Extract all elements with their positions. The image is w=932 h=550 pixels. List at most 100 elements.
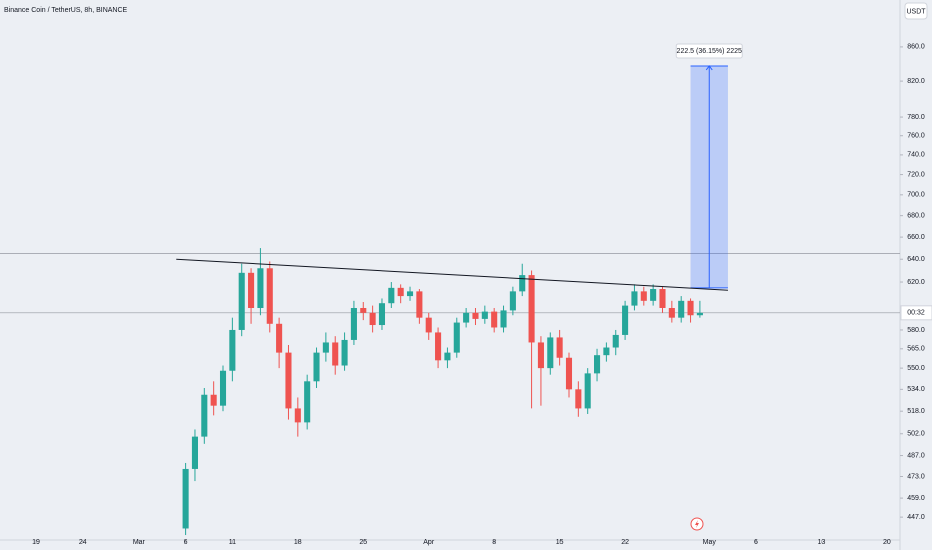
- measure-label: 222.5 (36.15%) 2225: [677, 48, 742, 55]
- y-tick-label: 680.0: [907, 212, 925, 219]
- candle-body: [210, 394, 217, 406]
- candle-body: [276, 323, 283, 353]
- x-tick-label: 11: [229, 539, 236, 546]
- x-tick-label: 6: [184, 539, 188, 546]
- y-tick-label: 700.0: [907, 192, 925, 199]
- x-tick-label: 18: [294, 539, 302, 546]
- candle-body: [696, 312, 703, 316]
- candle-body: [201, 394, 208, 437]
- candle-body: [509, 291, 516, 311]
- x-tick-label: 25: [359, 539, 367, 546]
- y-tick-label: 459.0: [907, 495, 925, 502]
- y-tick-label: 487.0: [907, 452, 925, 459]
- candle-body: [463, 312, 470, 323]
- y-tick-label: 565.0: [907, 346, 925, 353]
- y-tick-label: 720.0: [907, 171, 925, 178]
- event-icon[interactable]: [690, 517, 704, 531]
- candle-body: [594, 355, 601, 374]
- candle-body: [350, 307, 357, 340]
- candle-body: [640, 291, 647, 301]
- y-tick-label: 860.0: [907, 44, 925, 51]
- y-tick-label: 760.0: [907, 133, 925, 140]
- measure-arrowhead: [705, 65, 713, 71]
- y-tick-label: 447.0: [907, 514, 925, 521]
- candle-body: [304, 381, 311, 423]
- candle-body: [406, 291, 414, 297]
- candle-body: [378, 303, 386, 326]
- candle-body: [388, 287, 395, 304]
- candle-body: [397, 287, 404, 297]
- x-tick-label: 6: [754, 539, 758, 546]
- y-tick-label: 620.0: [907, 279, 925, 286]
- y-tick-label: 640.0: [907, 256, 925, 263]
- currency-label[interactable]: USDT: [906, 8, 926, 15]
- candle-body: [369, 312, 376, 326]
- y-tick-label: 660.0: [907, 234, 925, 241]
- candle-body: [603, 347, 610, 356]
- candle-body: [519, 275, 526, 292]
- candle-body: [547, 337, 554, 369]
- candle-body: [238, 272, 245, 330]
- candle-body: [631, 291, 638, 306]
- candle-body: [416, 291, 423, 318]
- x-tick-label: 24: [79, 539, 87, 546]
- candle-body: [313, 352, 320, 382]
- x-tick-label: Mar: [133, 539, 146, 546]
- candle-body: [668, 307, 675, 318]
- currency-button[interactable]: [904, 2, 928, 20]
- candle-body: [294, 408, 301, 423]
- candle-body: [584, 373, 591, 409]
- x-tick-label: 22: [621, 539, 629, 546]
- candle-body: [687, 300, 694, 316]
- candle-body: [537, 342, 544, 369]
- candle-body: [266, 268, 273, 324]
- candle-body: [341, 339, 348, 366]
- trendline: [176, 258, 728, 291]
- x-tick-label: Apr: [423, 539, 435, 546]
- candle-body: [678, 300, 685, 318]
- y-tick-label: 780.0: [907, 114, 925, 121]
- chart-title: Binance Coin / TetherUS, 8h, BINANCE: [4, 7, 128, 14]
- candle-body: [360, 307, 367, 313]
- x-tick-label: 20: [883, 539, 891, 546]
- candle-body: [182, 468, 189, 529]
- y-tick-label: 580.0: [907, 327, 925, 334]
- candle-body: [191, 436, 198, 469]
- candle-body: [229, 329, 236, 371]
- candle-body: [528, 275, 535, 343]
- candle-body: [622, 305, 629, 335]
- x-tick-label: May: [703, 539, 717, 546]
- candle-body: [575, 389, 582, 409]
- y-tick-label: 518.0: [907, 408, 925, 415]
- candle-body: [500, 310, 507, 328]
- candle-body: [444, 352, 451, 361]
- candle-body: [248, 272, 255, 308]
- candle-body: [285, 352, 292, 409]
- x-tick-label: 8: [492, 539, 496, 546]
- candle-body: [219, 370, 227, 406]
- candle-body: [435, 332, 442, 361]
- y-tick-label: 473.0: [907, 473, 925, 480]
- x-tick-label: 13: [818, 539, 826, 546]
- candle-body: [556, 337, 563, 358]
- candle-body: [659, 289, 666, 308]
- candle-body: [322, 342, 329, 353]
- y-tick-label: 502.0: [907, 431, 925, 438]
- candle-body: [612, 334, 619, 348]
- candle-body: [453, 322, 460, 353]
- x-tick-label: 15: [556, 539, 564, 546]
- candle-body: [425, 317, 432, 333]
- x-tick-label: 19: [32, 539, 40, 546]
- candle-body: [332, 342, 339, 366]
- countdown-badge: [900, 305, 932, 321]
- y-tick-label: 550.0: [907, 365, 925, 372]
- y-tick-label: 820.0: [907, 78, 925, 85]
- y-tick-label: 740.0: [907, 152, 925, 159]
- candle-body: [650, 289, 657, 301]
- candle-body: [565, 357, 573, 390]
- candle-body: [491, 311, 498, 328]
- countdown: 00:32: [907, 310, 925, 317]
- candle-body: [472, 312, 479, 319]
- y-tick-label: 534.0: [907, 386, 925, 393]
